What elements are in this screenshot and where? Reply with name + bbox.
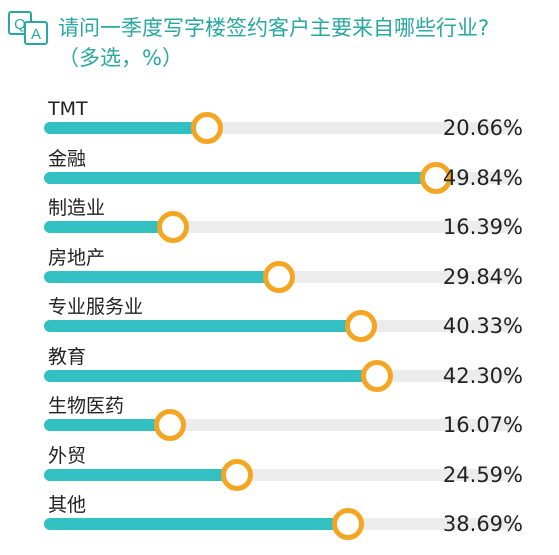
qa-icon: Q A	[8, 11, 48, 45]
bar-end-marker	[154, 409, 187, 441]
value-label: 16.07%	[442, 413, 523, 437]
value-label: 20.66%	[442, 116, 523, 140]
value-label: 16.39%	[442, 215, 523, 239]
bar-end-marker	[156, 211, 189, 243]
bar	[44, 468, 238, 481]
chart-subtitle: （多选，%）	[58, 46, 183, 70]
category-label: 教育	[48, 345, 87, 368]
bar	[44, 221, 173, 233]
bar-end-marker	[360, 359, 393, 392]
bar-end-marker	[332, 508, 365, 540]
category-label: 制造业	[48, 197, 106, 219]
value-label: 42.30%	[442, 363, 523, 388]
qa-a-letter: A	[31, 26, 41, 43]
value-label: 49.84%	[442, 165, 523, 190]
qa-q-letter: Q	[14, 16, 26, 33]
bar-end-marker	[420, 161, 453, 194]
bar-end-marker	[262, 260, 295, 293]
category-label: 其他	[48, 494, 87, 516]
bar-end-marker	[345, 310, 378, 342]
bar-end-marker	[190, 112, 223, 144]
value-label: 38.69%	[442, 512, 523, 536]
bar	[44, 320, 362, 332]
category-label: 房地产	[48, 246, 106, 269]
value-label: 24.59%	[442, 462, 523, 487]
bar	[44, 270, 279, 283]
bar	[44, 369, 377, 382]
chart-title: 请问一季度写字楼签约客户主要来自哪些行业?	[58, 16, 490, 40]
bar	[44, 518, 349, 530]
value-label: 29.84%	[442, 264, 523, 289]
bar	[44, 419, 171, 431]
bar	[44, 171, 437, 184]
bar-end-marker	[221, 458, 254, 491]
category-label: 生物医药	[48, 395, 125, 417]
category-label: 金融	[48, 147, 87, 170]
category-label: 外贸	[48, 444, 87, 467]
category-label: TMT	[48, 98, 88, 120]
category-label: 专业服务业	[48, 296, 144, 318]
value-label: 40.33%	[442, 314, 523, 338]
bar	[44, 122, 207, 134]
